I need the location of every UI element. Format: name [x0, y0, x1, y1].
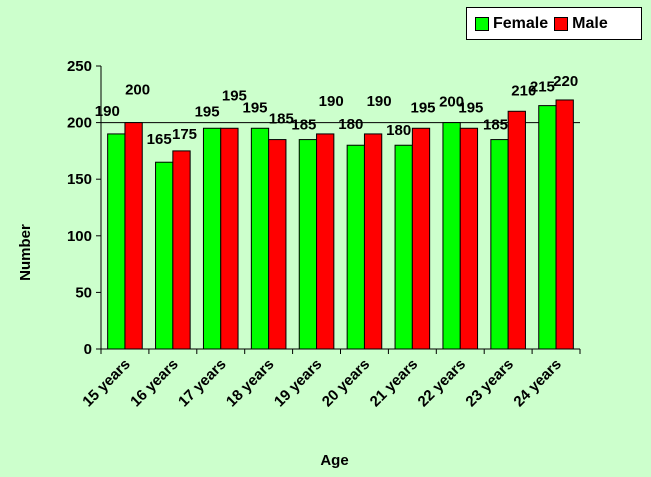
data-label-male-4: 185 [269, 111, 294, 128]
data-label-male-8: 195 [458, 99, 483, 116]
data-label-male-2: 175 [172, 126, 197, 143]
x-tick-label-2: 16 years [127, 356, 181, 410]
y-tick-label-150: 150 [67, 171, 92, 188]
bar-male-2 [172, 150, 191, 350]
data-label-male-5: 190 [319, 93, 344, 110]
data-label-male-6: 190 [367, 93, 392, 110]
data-label-male-1: 200 [125, 82, 150, 99]
x-axis-title: Age [320, 452, 349, 469]
bar-female-4 [250, 127, 270, 350]
data-label-male-9: 210 [511, 82, 536, 99]
bar-male-6 [363, 133, 383, 350]
y-tick-label-250: 250 [67, 58, 92, 75]
x-tick-label-7: 21 years [367, 356, 421, 410]
y-tick-label-0: 0 [84, 341, 92, 358]
x-tick-label-9: 23 years [462, 356, 516, 410]
data-label-male-10: 220 [553, 73, 578, 90]
data-label-female-7: 180 [386, 122, 411, 139]
bar-male-3 [220, 127, 239, 350]
x-tick-label-10: 24 years [510, 356, 564, 410]
bar-male-8 [459, 127, 479, 350]
bar-female-1 [107, 133, 126, 350]
y-axis-title-wrap: Number [12, 212, 38, 292]
data-label-female-10: 215 [530, 79, 555, 96]
y-tick-label-50: 50 [75, 284, 92, 301]
bar-male-5 [316, 133, 335, 350]
x-tick-label-3: 17 years [175, 356, 229, 410]
legend-label-male: Male [572, 14, 608, 32]
legend-label-female: Female [493, 14, 549, 32]
data-label-female-9: 185 [483, 117, 508, 134]
bar-female-6 [346, 144, 365, 350]
data-label-female-6: 180 [338, 116, 363, 133]
y-tick-label-200: 200 [67, 115, 92, 132]
data-label-female-8: 200 [439, 94, 464, 111]
bar-female-10 [538, 105, 557, 350]
x-tick-label-5: 19 years [271, 356, 325, 410]
bar-female-9 [490, 139, 509, 350]
x-tick-label-8: 22 years [415, 356, 469, 410]
bar-male-4 [268, 139, 287, 350]
data-label-male-7: 195 [410, 99, 435, 116]
data-label-female-3: 195 [195, 103, 220, 120]
data-label-female-2: 165 [147, 131, 172, 148]
x-tick-label-4: 18 years [223, 356, 277, 410]
bar-male-7 [411, 127, 431, 350]
legend-item-male: Male [554, 15, 608, 33]
bar-female-3 [202, 127, 222, 350]
data-label-female-4: 195 [242, 99, 267, 116]
y-tick-label-100: 100 [67, 228, 92, 245]
bar-female-8 [442, 122, 461, 350]
bar-female-5 [298, 139, 318, 350]
bar-female-2 [155, 161, 174, 350]
x-tick-label-6: 20 years [319, 356, 373, 410]
legend-swatch-female [475, 16, 489, 31]
bar-female-7 [394, 144, 413, 350]
data-label-female-5: 185 [291, 117, 316, 134]
bar-male-9 [507, 110, 526, 350]
legend-item-female: Female [475, 15, 548, 33]
chart-legend: Female Male [466, 7, 642, 40]
y-axis-title: Number [16, 223, 34, 281]
data-label-female-1: 190 [95, 103, 120, 120]
bar-male-1 [124, 122, 143, 350]
bar-male-10 [555, 99, 574, 350]
legend-swatch-male [554, 16, 569, 31]
data-label-male-3: 195 [222, 87, 247, 104]
x-tick-label-1: 15 years [79, 356, 133, 410]
